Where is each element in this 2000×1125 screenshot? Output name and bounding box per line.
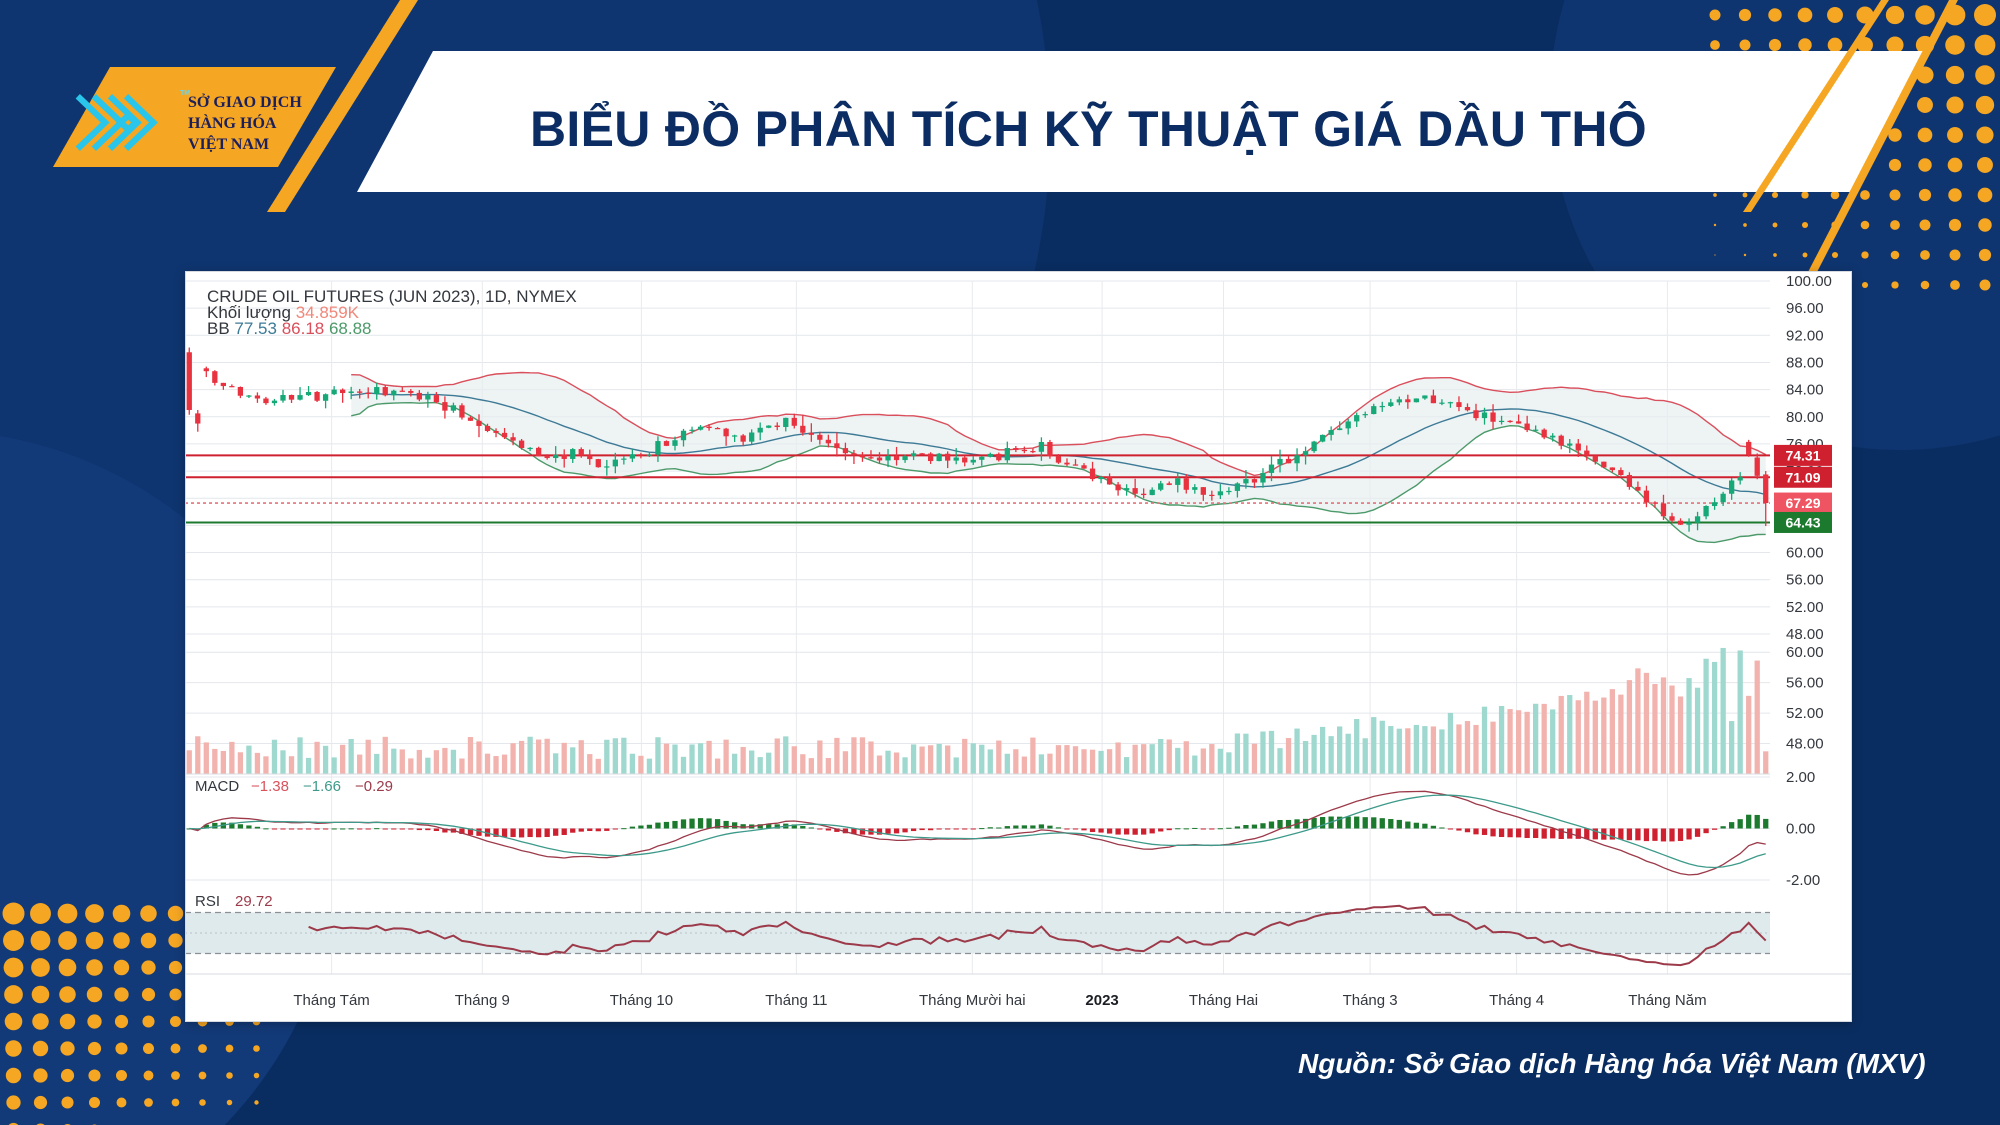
svg-text:0.00: 0.00 <box>1786 821 1815 838</box>
svg-text:Tháng 11: Tháng 11 <box>765 992 827 1009</box>
svg-text:-2.00: -2.00 <box>1786 872 1820 889</box>
svg-text:Tháng Mười hai: Tháng Mười hai <box>919 992 1026 1009</box>
svg-text:Tháng 4: Tháng 4 <box>1489 992 1544 1009</box>
svg-text:84.00: 84.00 <box>1786 382 1824 399</box>
svg-text:60.00: 60.00 <box>1786 644 1824 661</box>
svg-text:Tháng Hai: Tháng Hai <box>1189 992 1258 1009</box>
svg-text:80.00: 80.00 <box>1786 409 1824 426</box>
svg-text:92.00: 92.00 <box>1786 327 1824 344</box>
svg-text:−0.29: −0.29 <box>355 778 393 795</box>
svg-text:RSI: RSI <box>195 893 220 910</box>
svg-text:71.09: 71.09 <box>1785 469 1820 485</box>
svg-text:MACD: MACD <box>195 778 239 795</box>
svg-text:Tháng 10: Tháng 10 <box>610 992 673 1009</box>
svg-text:52.00: 52.00 <box>1786 599 1824 616</box>
svg-text:48.00: 48.00 <box>1786 626 1824 643</box>
svg-text:48.00: 48.00 <box>1786 736 1824 753</box>
svg-text:88.00: 88.00 <box>1786 354 1824 371</box>
svg-text:67.29: 67.29 <box>1785 495 1820 511</box>
svg-text:Tháng Năm: Tháng Năm <box>1628 992 1706 1009</box>
svg-text:52.00: 52.00 <box>1786 705 1824 722</box>
svg-text:Tháng 9: Tháng 9 <box>455 992 510 1009</box>
svg-text:74.31: 74.31 <box>1785 447 1820 463</box>
svg-text:60.00: 60.00 <box>1786 545 1824 562</box>
svg-text:2.00: 2.00 <box>1786 769 1815 786</box>
svg-text:56.00: 56.00 <box>1786 572 1824 589</box>
svg-text:Tháng Tám: Tháng Tám <box>293 992 369 1009</box>
svg-text:56.00: 56.00 <box>1786 675 1824 692</box>
svg-text:−1.38: −1.38 <box>251 778 289 795</box>
svg-text:64.43: 64.43 <box>1785 514 1820 530</box>
svg-text:−1.66: −1.66 <box>303 778 341 795</box>
svg-text:2023: 2023 <box>1085 992 1118 1009</box>
svg-text:29.72: 29.72 <box>235 893 273 910</box>
svg-text:100.00: 100.00 <box>1786 273 1832 290</box>
svg-text:Tháng 3: Tháng 3 <box>1343 992 1398 1009</box>
svg-text:96.00: 96.00 <box>1786 300 1824 317</box>
